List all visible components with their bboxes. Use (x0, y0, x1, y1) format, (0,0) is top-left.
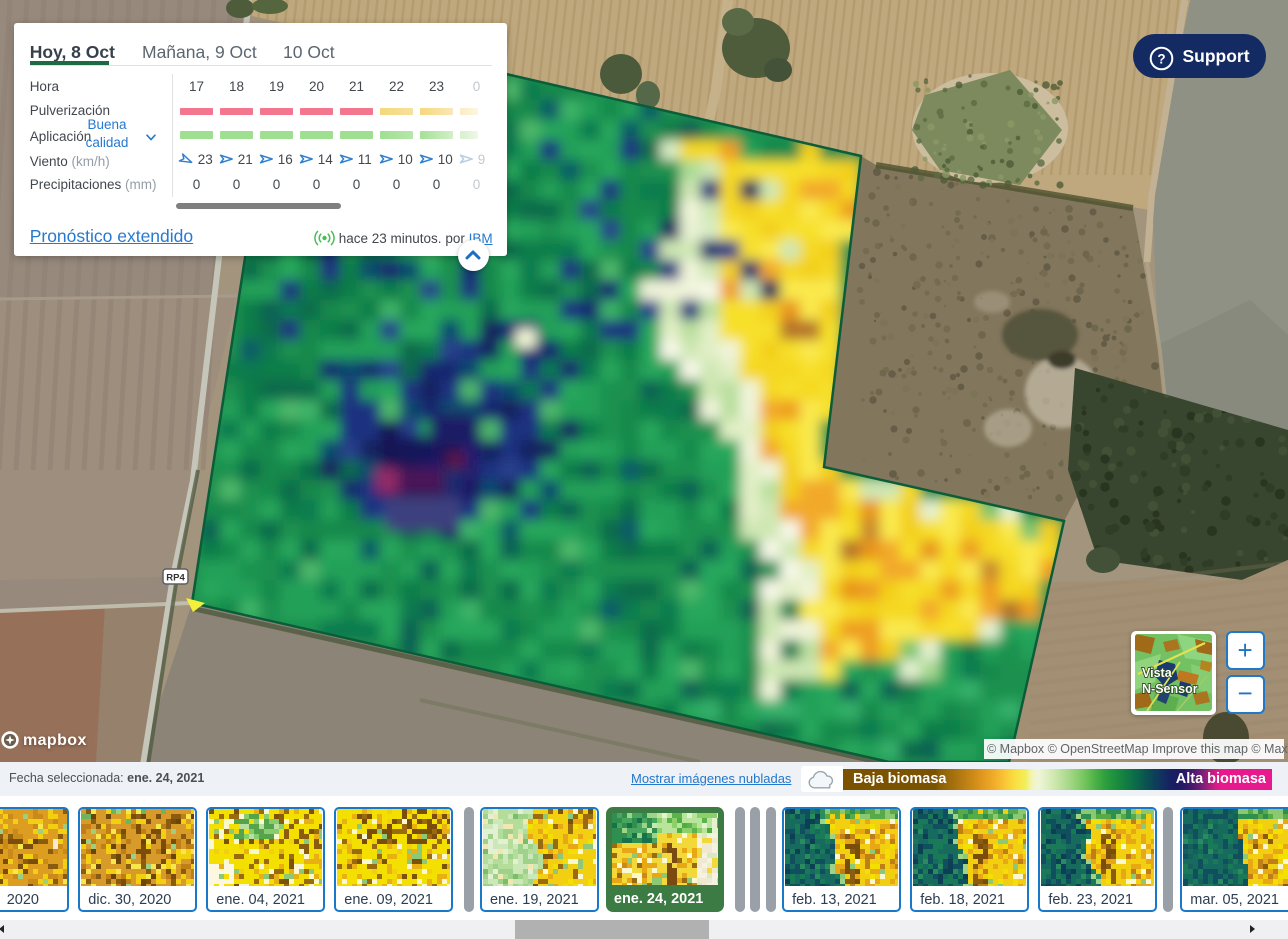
svg-text:?: ? (1158, 52, 1166, 67)
svg-text:RP4: RP4 (166, 573, 185, 584)
svg-text:N-Sensor: N-Sensor (1142, 682, 1198, 696)
svg-text:Vista: Vista (1142, 666, 1173, 680)
